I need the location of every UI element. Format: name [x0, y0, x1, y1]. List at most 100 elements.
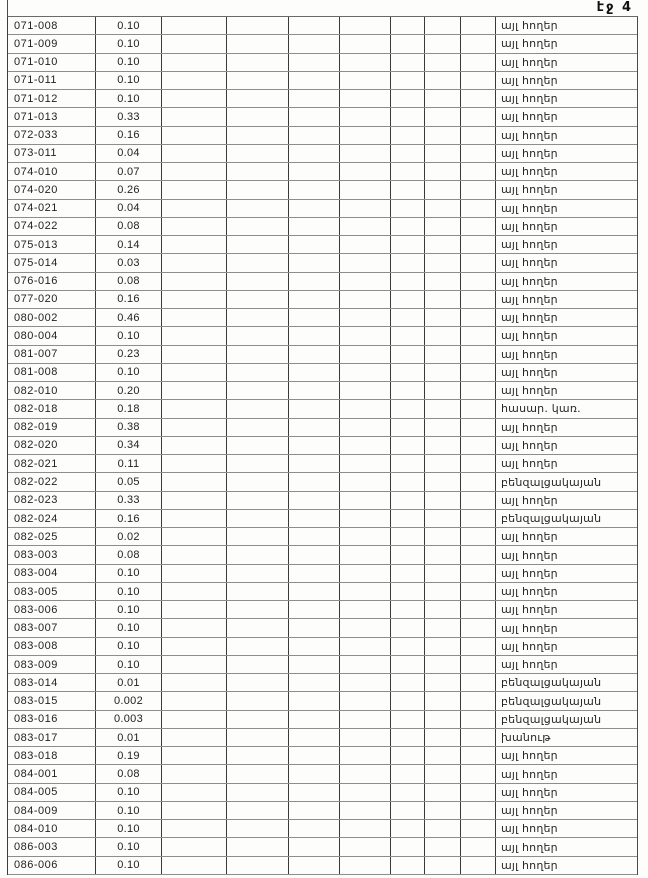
- cell-empty: [340, 856, 391, 874]
- cell-empty: [162, 838, 227, 856]
- cell-empty: [425, 801, 461, 820]
- cell-empty: [289, 436, 340, 455]
- cell-empty: [461, 108, 496, 126]
- cell-area-value: 0.20: [96, 382, 162, 400]
- cell-empty: [391, 838, 425, 856]
- table-row: 084-005 0.10 այլ հողեր: [8, 783, 637, 802]
- cell-empty: [391, 363, 425, 382]
- cell-parcel-code: 082-025: [8, 528, 96, 546]
- cell-empty: [340, 345, 391, 363]
- cell-empty: [391, 783, 425, 801]
- table-row: 082-018 0.18 հասար. կառ.: [8, 400, 637, 419]
- cell-empty: [227, 199, 289, 217]
- cell-empty: [391, 509, 425, 528]
- cell-land-type: այլ հողեր: [501, 457, 558, 471]
- cell-empty: [425, 309, 461, 327]
- cell-land-type: այլ հողեր: [501, 639, 558, 653]
- cell-area-value: 0.33: [96, 108, 162, 126]
- cell-empty: [461, 327, 496, 345]
- cell-parcel-code: 083-003: [8, 546, 96, 564]
- cell-empty: [162, 856, 227, 874]
- cell-empty: [461, 53, 496, 71]
- cell-empty: [425, 710, 461, 728]
- cell-empty: [289, 217, 340, 236]
- cell-land-type: այլ հողեր: [501, 183, 558, 197]
- cell-land-type: այլ հողեր: [501, 73, 558, 87]
- cell-empty: [289, 692, 340, 710]
- cell-empty: [340, 382, 391, 400]
- cell-empty: [461, 801, 496, 820]
- cell-empty: [227, 747, 289, 765]
- cell-land-type: այլ հողեր: [501, 822, 558, 836]
- cell-empty: [162, 619, 227, 637]
- cell-empty: [391, 199, 425, 217]
- cell-empty: [162, 546, 227, 564]
- cell-empty: [162, 382, 227, 400]
- cell-empty: [162, 108, 227, 126]
- cell-land-type: այլ հողեր: [501, 749, 558, 763]
- table-row: 082-022 0.05 բենզալցակայան: [8, 473, 637, 492]
- cell-empty: [227, 728, 289, 747]
- cell-empty: [162, 53, 227, 71]
- cell-empty: [162, 126, 227, 144]
- cell-empty: [461, 254, 496, 272]
- cell-empty: [461, 601, 496, 619]
- cell-empty: [425, 290, 461, 309]
- cell-parcel-code: 075-014: [8, 254, 96, 272]
- cell-parcel-code: 081-007: [8, 345, 96, 363]
- cell-area-value: 0.38: [96, 418, 162, 436]
- cell-land-type: այլ հողեր: [501, 767, 558, 781]
- cell-empty: [461, 163, 496, 181]
- cell-empty: [425, 582, 461, 601]
- cell-empty: [425, 728, 461, 747]
- cell-empty: [162, 17, 227, 35]
- cell-empty: [425, 436, 461, 455]
- cell-empty: [162, 345, 227, 363]
- cell-empty: [425, 528, 461, 546]
- cell-empty: [391, 126, 425, 144]
- cell-land-type: խանութ: [501, 731, 551, 745]
- cell-empty: [227, 181, 289, 199]
- cell-land-type: այլ հողեր: [501, 311, 558, 325]
- cell-area-value: 0.10: [96, 655, 162, 674]
- cell-empty: [425, 35, 461, 53]
- cell-empty: [162, 820, 227, 838]
- cell-empty: [289, 363, 340, 382]
- table-row: 071-009 0.10 այլ հողեր: [8, 35, 637, 54]
- cell-parcel-code: 084-001: [8, 765, 96, 783]
- cell-empty: [391, 765, 425, 783]
- cell-parcel-code: 083-007: [8, 619, 96, 637]
- cell-empty: [461, 637, 496, 655]
- cell-empty: [425, 363, 461, 382]
- cell-parcel-code: 083-017: [8, 728, 96, 747]
- cell-empty: [425, 108, 461, 126]
- cell-empty: [461, 71, 496, 90]
- cell-empty: [461, 692, 496, 710]
- cell-area-value: 0.14: [96, 236, 162, 254]
- cell-empty: [289, 509, 340, 528]
- cell-empty: [340, 17, 391, 35]
- cell-empty: [162, 90, 227, 108]
- cell-empty: [461, 765, 496, 783]
- cell-empty: [289, 126, 340, 144]
- cell-area-value: 0.10: [96, 801, 162, 820]
- cell-empty: [289, 747, 340, 765]
- cell-empty: [289, 35, 340, 53]
- cell-land-type: այլ հողեր: [501, 55, 558, 69]
- cell-parcel-code: 082-018: [8, 400, 96, 418]
- cell-area-value: 0.08: [96, 217, 162, 236]
- cell-empty: [289, 345, 340, 363]
- cell-area-value: 0.26: [96, 181, 162, 199]
- cell-empty: [391, 528, 425, 546]
- cell-empty: [391, 455, 425, 473]
- cell-empty: [461, 400, 496, 418]
- cell-land-type: այլ հողեր: [501, 92, 558, 106]
- cell-empty: [391, 418, 425, 436]
- cell-empty: [340, 674, 391, 692]
- cell-empty: [425, 455, 461, 473]
- cell-empty: [391, 181, 425, 199]
- cell-empty: [425, 473, 461, 491]
- cell-land-type: այլ հողեր: [501, 384, 558, 398]
- cell-land-type: այլ հողեր: [501, 128, 558, 142]
- cell-empty: [391, 582, 425, 601]
